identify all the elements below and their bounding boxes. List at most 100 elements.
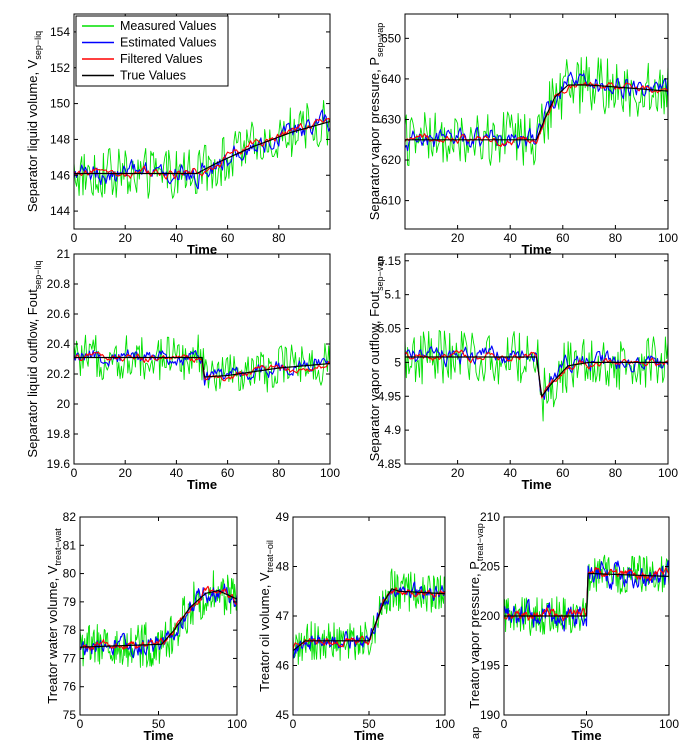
x-tick-label: 60 — [221, 466, 235, 480]
y-axis-label: Separator liquid volume, Vsep−liq — [25, 31, 43, 212]
x-tick-label: 40 — [170, 466, 184, 480]
y-tick-label: 205 — [480, 560, 500, 574]
x-tick-label: 100 — [659, 717, 679, 731]
y-tick-label: 154 — [50, 25, 70, 39]
y-tick-label: 610 — [381, 194, 401, 208]
series-estimated-line — [405, 71, 668, 152]
x-tick-label: 20 — [119, 231, 133, 245]
y-tick-label: 4.85 — [378, 457, 402, 471]
x-tick-label: 0 — [77, 717, 84, 731]
y-tick-label: 195 — [480, 659, 500, 673]
series-true-line — [504, 572, 669, 617]
series-group — [80, 570, 237, 668]
y-tick-label: 75 — [63, 708, 77, 722]
y-axis-label: Treator water volume, Vtreat−wat — [45, 528, 63, 704]
legend-box — [75, 15, 229, 87]
x-tick-label: 20 — [451, 231, 465, 245]
x-tick-label: 50 — [580, 717, 594, 731]
y-tick-label: 20.4 — [47, 337, 71, 351]
x-axis-label: Time — [187, 477, 217, 492]
y-tick-label: 5.05 — [378, 322, 402, 336]
y-axis-label: Separator liquid outflow, Foutsep−liq — [25, 260, 43, 457]
y-tick-label: 146 — [50, 168, 70, 182]
y-tick-label: 148 — [50, 132, 70, 146]
y-tick-label: 81 — [63, 538, 77, 552]
chart-panel-sep-vapor-outflow: 20 40 60 80 100 4.85 4.9 4.95 5 5.05 5.1 5.15 Time Se… — [367, 253, 678, 492]
y-tick-label: 45 — [276, 708, 290, 722]
axes-frame — [73, 253, 331, 465]
axes-frame — [404, 253, 669, 465]
series-true-line — [74, 356, 330, 378]
axes-frame — [404, 13, 669, 230]
series-filtered-line — [80, 585, 237, 651]
y-tick-label: 76 — [63, 680, 77, 694]
y-tick-label: 79 — [63, 595, 77, 609]
y-tick-label: 630 — [381, 112, 401, 126]
y-tick-label: 21 — [57, 247, 71, 261]
series-true-line — [405, 84, 668, 141]
chart-panel-sep-vapor-pressure: 20 40 60 80 100 610 620 630 640 650 Time Separator … — [367, 13, 678, 257]
legend-label: Estimated Values — [120, 36, 216, 50]
series-measured-line — [74, 99, 330, 199]
y-tick-label: 20.2 — [47, 367, 71, 381]
series-group — [74, 334, 330, 393]
x-axis-label: Time — [571, 728, 601, 743]
y-tick-label: 48 — [276, 560, 290, 574]
x-tick-label: 80 — [272, 466, 286, 480]
y-tick-label: 150 — [50, 97, 70, 111]
y-tick-label: 5 — [394, 355, 401, 369]
x-tick-label: 60 — [556, 231, 570, 245]
y-tick-label: 640 — [381, 72, 401, 86]
series-measured-line — [405, 56, 668, 167]
y-tick-label: 152 — [50, 61, 70, 75]
x-tick-label: 60 — [221, 231, 235, 245]
series-filtered-line — [74, 117, 330, 180]
x-tick-label: 80 — [609, 231, 623, 245]
x-tick-label: 80 — [609, 466, 623, 480]
x-tick-label: 40 — [504, 466, 518, 480]
y-tick-label: 46 — [276, 659, 290, 673]
y-tick-label: 4.95 — [378, 389, 402, 403]
y-tick-label: 77 — [63, 651, 77, 665]
x-tick-label: 20 — [451, 466, 465, 480]
y-tick-label: 5.15 — [378, 254, 402, 268]
x-tick-label: 40 — [504, 231, 518, 245]
series-group — [74, 99, 330, 199]
y-tick-label: 82 — [63, 510, 77, 524]
x-tick-label: 50 — [362, 717, 376, 731]
cropped-label: ap — [470, 726, 482, 739]
x-tick-label: 50 — [152, 717, 166, 731]
y-axis-label: Separator vapor outflow, Foutsep−vap — [367, 257, 385, 462]
plot-area — [293, 517, 445, 715]
y-tick-label: 4.9 — [384, 423, 401, 437]
y-axis-label: Separator vapor pressure, Psep−vap — [367, 23, 385, 221]
x-tick-label: 0 — [71, 231, 78, 245]
series-group — [405, 56, 668, 167]
chart-panel-sep-liquid-outflow: 0 20 40 60 80 100 19.6 19.8 20 20.2 20.4 20.6 20.8 21… — [25, 247, 340, 492]
chart-panel-treator-oil-volume: 0 50 100 45 46 47 48 49 Time Treator oil volume, … — [257, 510, 455, 743]
y-tick-label: 650 — [381, 31, 401, 45]
legend: Measured Values Estimated Values Filtered … — [75, 15, 229, 87]
x-tick-label: 20 — [119, 466, 133, 480]
x-tick-label: 0 — [501, 717, 508, 731]
y-tick-label: 20.8 — [47, 277, 71, 291]
plot-area — [80, 517, 237, 715]
series-group — [504, 554, 669, 636]
series-group — [293, 568, 445, 665]
x-tick-label: 0 — [71, 466, 78, 480]
legend-label: Filtered Values — [120, 52, 202, 66]
x-axis-label: Time — [143, 728, 173, 743]
x-tick-label: 100 — [320, 466, 340, 480]
axes-frame — [73, 13, 331, 230]
y-tick-label: 190 — [480, 708, 500, 722]
y-tick-label: 80 — [63, 567, 77, 581]
x-tick-label: 40 — [170, 231, 184, 245]
series-filtered-line — [405, 81, 668, 147]
x-axis-label: Time — [521, 477, 551, 492]
x-tick-label: 100 — [227, 717, 247, 731]
y-tick-label: 20.6 — [47, 307, 71, 321]
y-tick-label: 144 — [50, 204, 70, 218]
series-estimated-line — [504, 560, 669, 632]
x-tick-label: 100 — [435, 717, 455, 731]
